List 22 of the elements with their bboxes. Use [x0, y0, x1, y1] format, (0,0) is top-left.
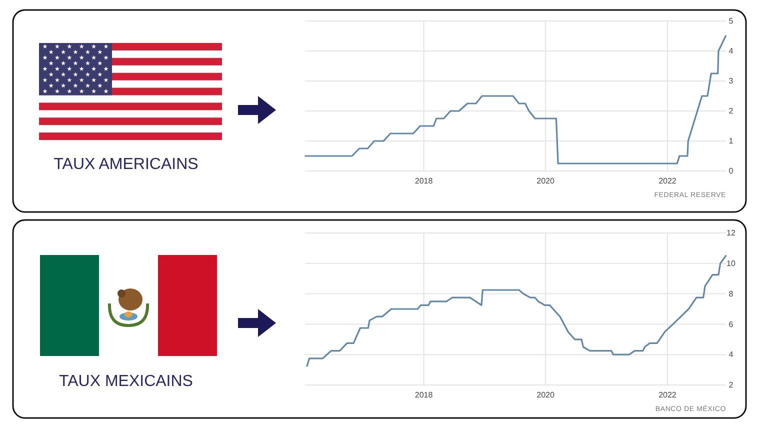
y-tick-label: 6	[728, 320, 734, 329]
x-tick-label: 2018	[414, 390, 434, 400]
y-tick-label: 3	[728, 76, 734, 86]
x-tick-label: 2020	[536, 390, 555, 400]
y-tick-label: 1	[728, 136, 734, 146]
y-tick-label: 2	[728, 380, 734, 390]
y-tick-label: 4	[728, 350, 734, 360]
line-series	[306, 255, 727, 367]
y-tick-label: 5	[728, 16, 734, 26]
x-tick-label: 2018	[414, 176, 434, 186]
y-tick-label: 8	[728, 289, 734, 298]
x-tick-label: 2022	[658, 176, 677, 186]
y-tick-label: 10	[726, 258, 736, 268]
y-tick-label: 2	[728, 106, 734, 116]
text: TAUX AMERICAINS	[54, 156, 198, 173]
y-tick-label: 12	[726, 228, 736, 238]
x-tick-label: 2020	[536, 176, 555, 186]
y-tick-label: 0	[728, 166, 734, 176]
text: TAUX MEXICAINS	[59, 373, 193, 390]
line-series	[304, 35, 726, 164]
y-tick-label: 4	[728, 46, 734, 56]
x-tick-label: 2022	[658, 390, 677, 400]
